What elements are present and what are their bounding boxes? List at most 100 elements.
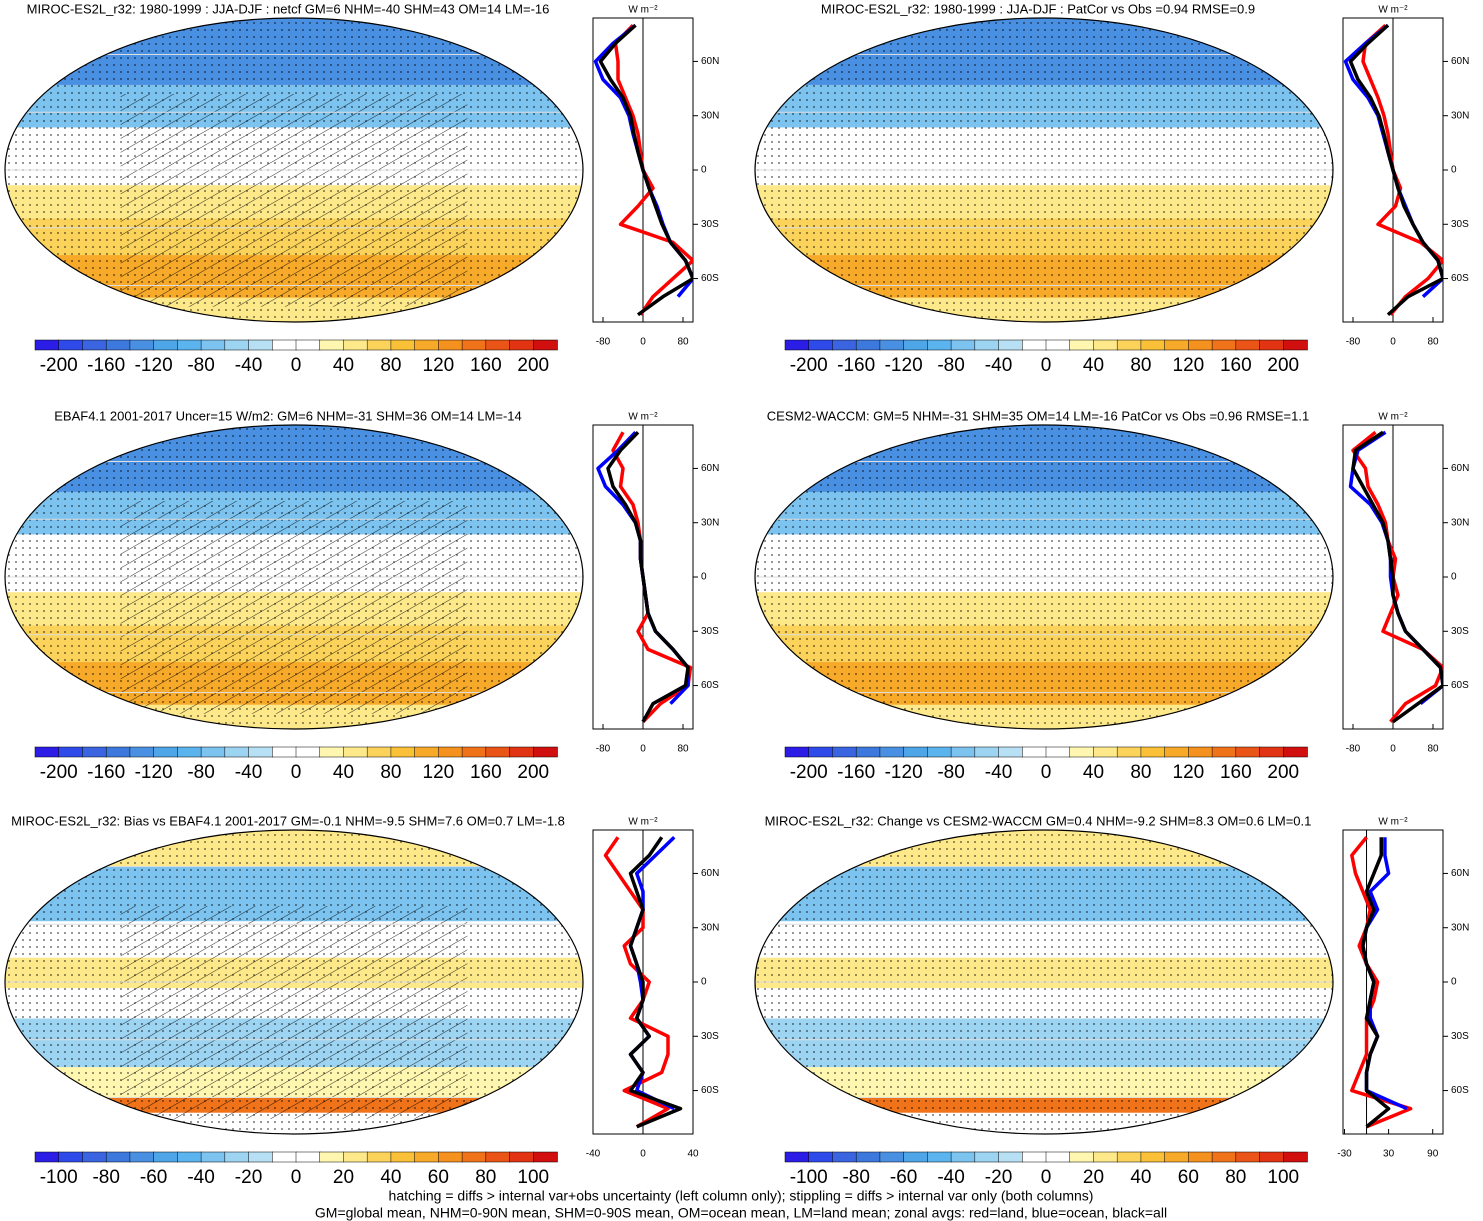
colorbar-box <box>1116 339 1142 351</box>
colorbar-box <box>414 339 440 351</box>
y-tick-label: 0 <box>701 165 707 176</box>
colorbar-label: -20 <box>985 1167 1012 1188</box>
y-tick-label: 60S <box>1451 273 1469 284</box>
colorbar-label: -40 <box>235 762 262 783</box>
colorbar-box <box>272 339 297 351</box>
colorbar-label: 160 <box>470 762 502 783</box>
colorbar-label: 100 <box>1267 1167 1299 1188</box>
colorbar-box <box>1164 339 1190 351</box>
colorbar-box <box>485 746 511 758</box>
colorbar-box <box>414 746 440 758</box>
zonal-line <box>606 431 690 723</box>
colorbar-box <box>533 746 558 758</box>
colorbar-box <box>1093 746 1118 758</box>
footnote: hatching = diffs > internal var+obs unce… <box>389 1188 1094 1204</box>
colorbar-box <box>784 746 810 758</box>
x-tick-label: -30 <box>1337 1149 1352 1160</box>
colorbar-box <box>974 339 1000 351</box>
colorbar-box <box>272 1151 297 1163</box>
y-tick-label: 60N <box>1451 463 1469 474</box>
y-tick-label: 30S <box>701 1031 719 1042</box>
y-tick-label: 60N <box>1451 868 1469 879</box>
colorbar-box <box>1022 339 1047 351</box>
colorbar-box <box>82 339 107 351</box>
map <box>755 425 1333 729</box>
colorbar-box <box>1045 1151 1071 1163</box>
colorbar-box <box>879 746 905 758</box>
colorbar-label: 120 <box>423 762 455 783</box>
colorbar-label: 80 <box>1130 762 1151 783</box>
colorbar-box <box>438 339 463 351</box>
colorbar-label: -120 <box>135 762 173 783</box>
x-tick-label: -80 <box>596 337 611 348</box>
zonal-line <box>611 431 693 723</box>
colorbar-label: -160 <box>87 355 125 376</box>
colorbar-box <box>1069 746 1095 758</box>
y-tick-label: 30N <box>1451 110 1469 121</box>
colorbar-label: -40 <box>985 762 1012 783</box>
colorbar-label: 160 <box>470 355 502 376</box>
y-tick-label: 0 <box>701 572 707 583</box>
x-tick-label: 90 <box>1427 1149 1439 1160</box>
map <box>755 18 1333 322</box>
colorbar-box <box>390 1151 416 1163</box>
panel-title: MIROC-ES2L_r32: 1980-1999 : JJA-DJF : ne… <box>27 1 550 16</box>
colorbar-label: -80 <box>842 1167 869 1188</box>
colorbar-box <box>1045 746 1071 758</box>
x-tick-label: 0 <box>640 337 646 348</box>
x-tick-label: -40 <box>586 1149 601 1160</box>
colorbar-label: 200 <box>1267 355 1299 376</box>
colorbar-box <box>153 339 179 351</box>
colorbar-box <box>1188 339 1213 351</box>
x-tick-label: -80 <box>1346 744 1361 755</box>
zonal-line <box>1350 836 1413 1129</box>
colorbar-label: 0 <box>291 1167 302 1188</box>
unit-label: W m⁻² <box>628 5 658 16</box>
colorbar-box <box>461 746 487 758</box>
y-tick-label: 60S <box>701 273 719 284</box>
colorbar-box <box>974 1151 1000 1163</box>
colorbar-box <box>105 746 131 758</box>
y-tick-label: 60N <box>1451 56 1469 67</box>
colorbar-box <box>950 339 976 351</box>
zonal-line <box>598 23 693 317</box>
zonal-line <box>603 836 670 1129</box>
y-tick-label: 30S <box>701 626 719 637</box>
colorbar-box <box>200 746 226 758</box>
colorbar-box <box>950 1151 976 1163</box>
colorbar-box <box>343 1151 368 1163</box>
colorbar-box <box>855 746 881 758</box>
y-tick-label: 30S <box>701 219 719 230</box>
colorbar-box <box>927 339 952 351</box>
unit-label: W m⁻² <box>1378 817 1408 828</box>
colorbar-box <box>1022 1151 1047 1163</box>
colorbar-box <box>295 746 321 758</box>
colorbar-label: 0 <box>291 355 302 376</box>
colorbar-label: -40 <box>187 1167 214 1188</box>
y-tick-label: 60S <box>1451 1085 1469 1096</box>
colorbar-box <box>129 746 155 758</box>
colorbar-label: 20 <box>1083 1167 1104 1188</box>
colorbar-label: -80 <box>937 762 964 783</box>
colorbar-label: 80 <box>380 762 401 783</box>
colorbar-label: 60 <box>428 1167 449 1188</box>
map-border <box>4 829 584 1135</box>
colorbar-box <box>855 339 881 351</box>
colorbar-label: 80 <box>380 355 401 376</box>
colorbar-label: -80 <box>92 1167 119 1188</box>
colorbar-box <box>1235 339 1261 351</box>
panel-title: MIROC-ES2L_r32: Change vs CESM2-WACCM GM… <box>765 813 1312 828</box>
colorbar-label: -120 <box>885 355 923 376</box>
colorbar-label: -200 <box>790 355 828 376</box>
zonal-line <box>1361 23 1443 316</box>
y-tick-label: 60S <box>1451 680 1469 691</box>
x-tick-label: 80 <box>1427 337 1439 348</box>
x-tick-label: 0 <box>1390 337 1396 348</box>
map-border <box>754 17 1334 323</box>
colorbar-box <box>319 1151 345 1163</box>
x-tick-label: 30 <box>1383 1149 1395 1160</box>
colorbar-box <box>1211 339 1237 351</box>
colorbar-box <box>414 1151 440 1163</box>
colorbar-box <box>177 746 202 758</box>
